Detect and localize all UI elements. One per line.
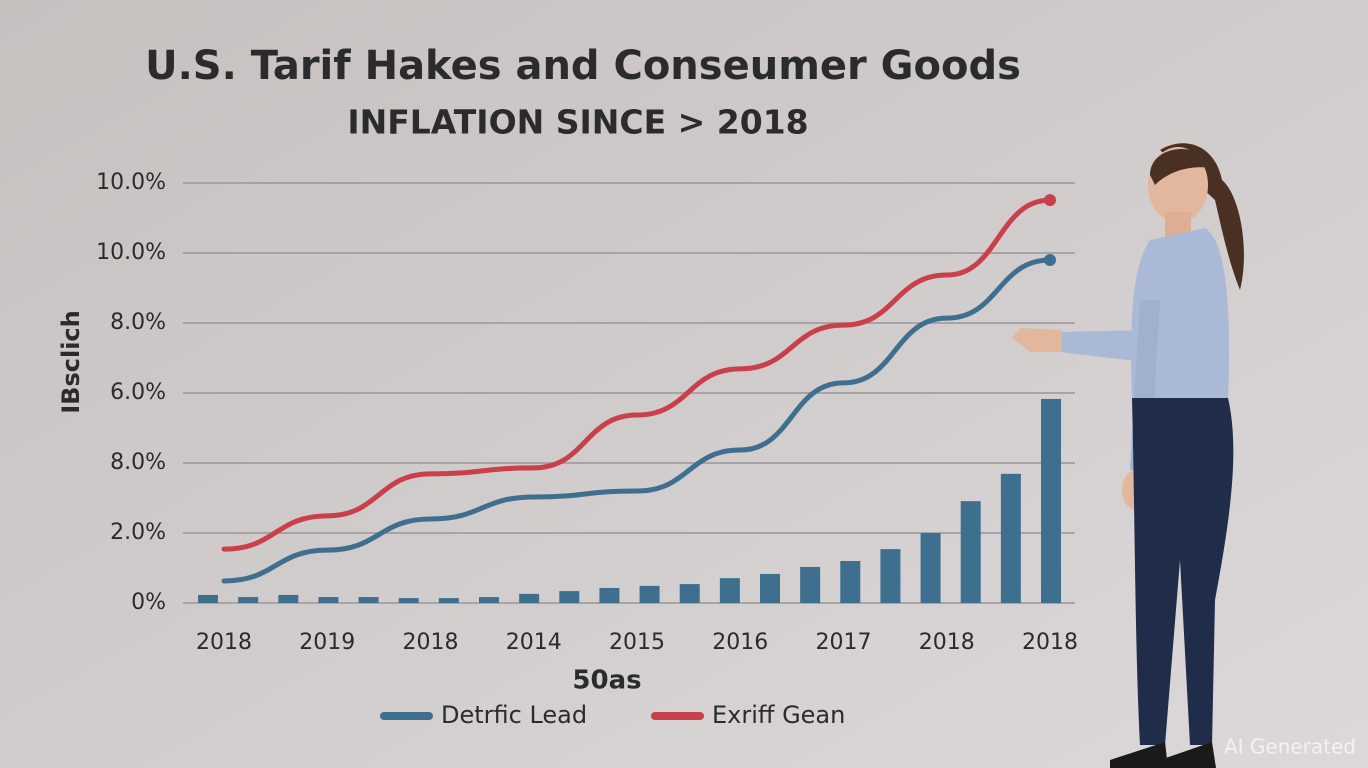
y-axis-label: IBsclich bbox=[57, 310, 85, 414]
chart-title: U.S. Tarif Hakes and Conseumer Goods bbox=[145, 43, 1021, 89]
bar bbox=[719, 578, 740, 603]
legend-label: Exriff Gean bbox=[712, 701, 845, 729]
x-tick-label: 2016 bbox=[712, 630, 768, 655]
y-tick-label: 8.0% bbox=[110, 450, 166, 475]
end-marker bbox=[1044, 254, 1056, 266]
chart-subtitle: INFLATION SINCE > 2018 bbox=[347, 103, 808, 142]
y-tick-label: 8.0% bbox=[110, 310, 166, 335]
bar bbox=[920, 533, 941, 603]
y-tick-label: 2.0% bbox=[110, 520, 166, 545]
bar bbox=[760, 573, 780, 603]
line-series bbox=[221, 257, 1053, 584]
y-tick-label: 6.0% bbox=[110, 380, 166, 405]
bar bbox=[639, 585, 660, 603]
legend-label: Detrfic Lead bbox=[441, 701, 587, 729]
bar bbox=[840, 561, 861, 603]
end-marker bbox=[1044, 194, 1056, 207]
x-axis-label: 50as bbox=[572, 666, 641, 696]
bar bbox=[479, 597, 499, 603]
watermark: AI Generated bbox=[1224, 735, 1356, 759]
x-tick-label: 2017 bbox=[816, 630, 872, 655]
bar bbox=[358, 597, 379, 603]
y-tick-label: 10.0% bbox=[96, 240, 166, 265]
bar bbox=[800, 566, 821, 603]
x-tick-label: 2019 bbox=[299, 630, 355, 655]
person bbox=[1012, 143, 1244, 768]
x-tick-label: 2018 bbox=[196, 630, 252, 655]
bar bbox=[398, 598, 419, 603]
bar bbox=[1041, 398, 1061, 603]
x-tick-label: 2018 bbox=[1022, 630, 1078, 655]
bar bbox=[519, 593, 540, 603]
bar bbox=[679, 584, 700, 603]
line-series bbox=[221, 197, 1053, 552]
bar bbox=[238, 597, 259, 603]
x-tick-label: 2018 bbox=[919, 630, 975, 655]
x-tick-label: 2014 bbox=[506, 630, 562, 655]
x-tick-label: 2018 bbox=[403, 630, 459, 655]
bar bbox=[198, 594, 218, 603]
bar bbox=[438, 598, 459, 603]
bar bbox=[278, 594, 299, 603]
bar bbox=[960, 501, 981, 603]
bar bbox=[559, 591, 580, 603]
y-tick-label: 10.0% bbox=[96, 170, 166, 195]
bar bbox=[318, 597, 339, 603]
x-tick-label: 2015 bbox=[609, 630, 665, 655]
bar bbox=[880, 549, 901, 603]
y-tick-label: 0% bbox=[131, 590, 166, 615]
bar bbox=[599, 587, 620, 603]
bar bbox=[1000, 473, 1021, 603]
